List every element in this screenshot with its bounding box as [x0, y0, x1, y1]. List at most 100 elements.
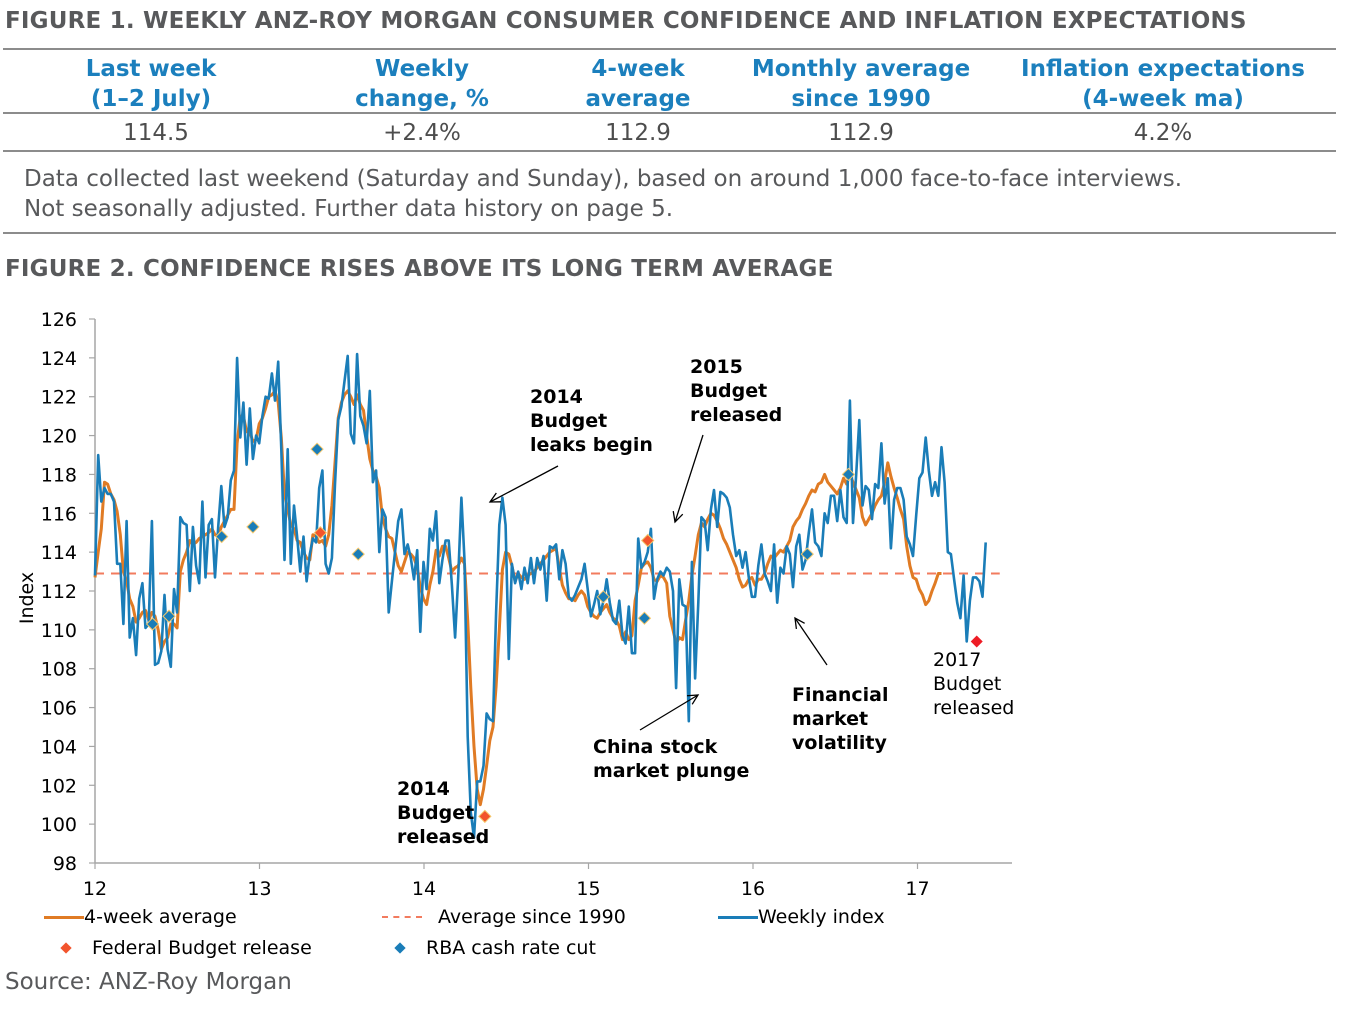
- y-tick-label: 110: [41, 620, 77, 642]
- header-line: since 1990: [791, 86, 931, 112]
- figure1-title: FIGURE 1. WEEKLY ANZ-ROY MORGAN CONSUMER…: [5, 8, 1247, 34]
- annotation-arrow: [794, 617, 828, 666]
- annotation-line: 2015: [690, 356, 743, 378]
- legend-diamond-icon: [394, 942, 406, 954]
- weekly-index-line: [93, 352, 987, 840]
- header-line: (1–2 July): [90, 86, 212, 112]
- y-tick-label: 126: [41, 309, 77, 331]
- annotation-line: volatility: [792, 732, 887, 754]
- annotation-line: released: [397, 826, 489, 848]
- x-tick-label: 17: [905, 878, 929, 900]
- rba-cut-marker: [637, 611, 652, 625]
- x-tick-label: 16: [741, 878, 765, 900]
- legend-label: Average since 1990: [438, 906, 626, 928]
- header-line: Weekly: [375, 56, 469, 82]
- annotation-line: Budget: [690, 380, 767, 402]
- y-tick-label: 114: [41, 542, 77, 564]
- annotation-line: Budget: [933, 673, 1001, 695]
- annotation-arrow: [489, 465, 559, 503]
- annotation-text: Financial market volatility: [792, 684, 888, 754]
- budget-release-marker: [313, 526, 328, 540]
- rba-cut-marker: [351, 547, 365, 561]
- rba-cut-marker: [841, 467, 856, 482]
- value-last-week: 114.5: [123, 120, 189, 146]
- header-rule: [3, 112, 1336, 114]
- annotation-text: 2015 Budget released: [690, 356, 782, 426]
- col-header-weekly-change: Weekly change, %: [329, 54, 515, 114]
- rba-cut-marker: [246, 520, 260, 534]
- legend-dash-swatch: [382, 916, 422, 918]
- budget-release-marker: [641, 533, 655, 548]
- arrow-head: [672, 511, 684, 524]
- annotation-arrow: [639, 694, 699, 731]
- header-line: change, %: [355, 86, 489, 112]
- value-inflation: 4.2%: [1133, 120, 1193, 146]
- legend-label: RBA cash rate cut: [426, 937, 596, 959]
- annotation-line: released: [690, 404, 782, 426]
- rba-cut-marker: [596, 590, 611, 604]
- header-line: (4-week ma): [1082, 86, 1244, 112]
- annotation-line: leaks begin: [530, 434, 653, 456]
- annotation-line: China stock: [593, 736, 718, 758]
- rba-cut-marker: [800, 547, 814, 561]
- header-line: average: [585, 86, 691, 112]
- annotation-line: market: [792, 708, 868, 730]
- rba-cut-marker: [162, 609, 176, 623]
- y-tick-label: 100: [41, 814, 77, 836]
- y-tick-label: 106: [41, 698, 77, 720]
- axes: 98 100 102 104 106 108 110 112 114 116 118 120 122 12…: [41, 309, 1012, 900]
- y-tick-label: 102: [41, 775, 77, 797]
- legend-rba: RBA cash rate cut: [382, 937, 596, 959]
- header-line: 4-week: [591, 56, 685, 82]
- y-tick-label: 124: [41, 348, 77, 370]
- annotation-arrow: [674, 434, 704, 523]
- arrow-head: [686, 694, 700, 705]
- annotation-line: released: [933, 697, 1014, 719]
- y-tick-label: 116: [41, 503, 77, 525]
- arrow-head: [794, 616, 805, 629]
- value-4week-avg: 112.9: [605, 120, 671, 146]
- annotation-line: 2014: [530, 386, 583, 408]
- source-note: Source: ANZ-Roy Morgan: [5, 969, 292, 995]
- legend-label: 4-week average: [84, 906, 237, 928]
- col-header-monthly-avg: Monthly average since 1990: [741, 54, 981, 114]
- legend-diamond-icon: [60, 942, 72, 954]
- x-tick-label: 14: [412, 878, 436, 900]
- legend-label: Federal Budget release: [92, 937, 312, 959]
- arrow-head: [488, 492, 502, 503]
- value-weekly-change: +2.4%: [383, 120, 461, 146]
- event-markers: [145, 442, 983, 824]
- y-tick-label: 112: [41, 581, 77, 603]
- header-line: Last week: [85, 56, 217, 82]
- header-line: Inflation expectations: [1021, 56, 1305, 82]
- legend-weekly: Weekly index: [718, 906, 885, 928]
- table-top-rule: [3, 48, 1336, 50]
- budget-release-marker: [970, 635, 983, 648]
- rba-cut-marker: [310, 442, 324, 456]
- y-axis-label: Index: [16, 572, 38, 624]
- legend-line-swatch: [44, 915, 84, 919]
- value-monthly-avg: 112.9: [828, 120, 894, 146]
- annotation-line: Budget: [397, 802, 474, 824]
- annotation-text: 2014 Budget released: [397, 778, 489, 848]
- col-header-last-week: Last week (1–2 July): [3, 54, 299, 114]
- col-header-4week-avg: 4-week average: [543, 54, 733, 114]
- legend-four-week: 4-week average: [44, 906, 237, 928]
- legend-average: Average since 1990: [382, 906, 626, 928]
- legend-budget: Federal Budget release: [44, 937, 312, 959]
- figure2-title: FIGURE 2. CONFIDENCE RISES ABOVE ITS LON…: [5, 256, 834, 282]
- legend-line-swatch: [718, 915, 758, 919]
- annotation-text: 2017 Budget released: [933, 649, 1014, 719]
- y-tick-label: 122: [41, 387, 77, 409]
- x-tick-label: 15: [576, 878, 600, 900]
- note-line: Not seasonally adjusted. Further data hi…: [24, 196, 674, 222]
- y-tick-label: 120: [41, 426, 77, 448]
- y-tick-label: 108: [41, 659, 77, 681]
- annotation-line: Financial: [792, 684, 888, 706]
- note-rule: [3, 232, 1336, 234]
- table-note: Data collected last weekend (Saturday an…: [24, 164, 1182, 224]
- table-bottom-rule: [3, 150, 1336, 152]
- y-tick-label: 118: [41, 464, 77, 486]
- rba-cut-marker: [145, 617, 160, 631]
- annotation-line: market plunge: [593, 760, 749, 782]
